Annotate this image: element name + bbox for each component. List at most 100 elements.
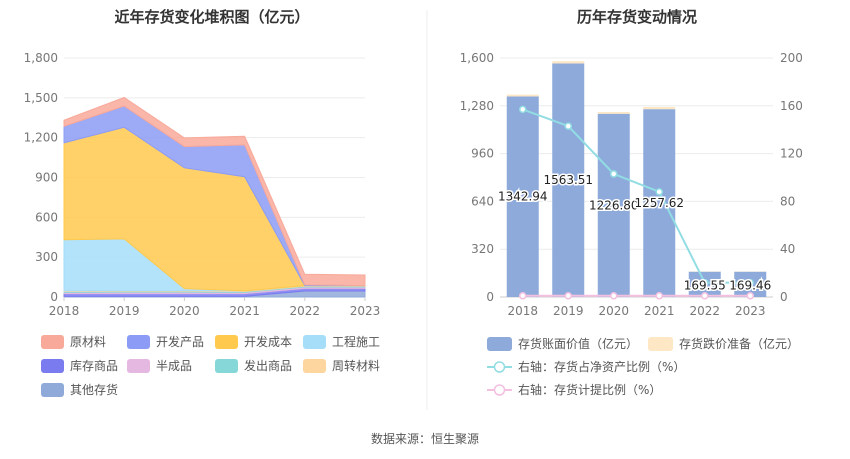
right-right-y-tick-label: 200 bbox=[780, 51, 803, 65]
legend-label: 存货跌价准备（亿元） bbox=[679, 336, 799, 351]
left-x-tick-label: 2021 bbox=[229, 304, 260, 318]
left-chart-title: 近年存货变化堆积图（亿元） bbox=[114, 8, 309, 26]
right-x-tick-label: 2021 bbox=[644, 304, 675, 318]
legend-label: 周转材料 bbox=[332, 358, 380, 373]
bar-data-label: 1563.51 bbox=[543, 173, 593, 187]
legend-label: 其他存货 bbox=[70, 382, 118, 397]
line-point bbox=[701, 292, 709, 300]
legend-label: 工程施工 bbox=[332, 334, 380, 349]
bar-book-value bbox=[506, 96, 539, 297]
line-series bbox=[522, 108, 751, 284]
line-point bbox=[746, 292, 754, 300]
left-x-tick-label: 2019 bbox=[109, 304, 140, 318]
line-point bbox=[564, 122, 572, 130]
left-x-tick-label: 2022 bbox=[290, 304, 321, 318]
left-y-tick-label: 600 bbox=[35, 210, 58, 224]
legend-label: 右轴：存货计提比例（%） bbox=[518, 382, 661, 397]
legend-marker bbox=[493, 384, 506, 396]
left-y-axis: 0 300 600 900 1,200 1,500 1,800 bbox=[24, 51, 58, 304]
left-x-axis: 2018 2019 2020 2021 2022 2023 bbox=[49, 297, 381, 318]
right-chart-title: 历年存货变动情况 bbox=[577, 8, 697, 26]
right-left-y-axis: 0 320 640 960 1,280 1,600 bbox=[460, 51, 494, 304]
left-x-tick-label: 2020 bbox=[169, 304, 200, 318]
right-right-y-tick-label: 120 bbox=[780, 147, 803, 161]
legend-label: 右轴：存货占净资产比例（%） bbox=[518, 359, 685, 374]
left-x-tick-label: 2023 bbox=[350, 304, 381, 318]
legend-swatch bbox=[648, 337, 673, 351]
left-y-tick-label: 300 bbox=[35, 250, 58, 264]
right-right-y-axis: 0 40 80 120 160 200 bbox=[780, 51, 803, 304]
legend-swatch bbox=[215, 359, 238, 373]
right-left-y-tick-label: 320 bbox=[471, 242, 494, 256]
line-point bbox=[655, 292, 663, 300]
right-bar-series bbox=[506, 61, 767, 298]
bar-book-value bbox=[552, 63, 585, 297]
bar-provision bbox=[552, 61, 585, 64]
right-right-y-tick-label: 40 bbox=[780, 242, 795, 256]
bar-book-value bbox=[597, 113, 630, 297]
right-gridlines bbox=[500, 57, 773, 298]
right-line-series bbox=[519, 105, 754, 300]
left-y-tick-label: 1,800 bbox=[24, 51, 58, 65]
left-y-tick-label: 900 bbox=[35, 171, 58, 185]
data-source-note: 数据来源：恒生聚源 bbox=[371, 431, 479, 446]
line-point bbox=[655, 188, 663, 196]
legend-label: 开发成本 bbox=[244, 334, 292, 349]
line-point bbox=[519, 105, 527, 114]
legend-swatch bbox=[487, 337, 512, 351]
area-series bbox=[63, 96, 366, 287]
line-point bbox=[519, 292, 527, 300]
right-left-y-tick-label: 0 bbox=[486, 290, 494, 304]
bar-data-label: 169.55 bbox=[684, 279, 726, 293]
right-x-tick-label: 2020 bbox=[598, 304, 629, 318]
right-left-y-tick-label: 1,600 bbox=[460, 51, 494, 65]
legend-label: 存货账面价值（亿元） bbox=[518, 336, 638, 351]
legend-swatch bbox=[127, 359, 150, 373]
line-point bbox=[564, 292, 572, 300]
legend-swatch bbox=[41, 335, 64, 349]
right-left-y-tick-label: 960 bbox=[471, 147, 494, 161]
bar-data-label: 169.46 bbox=[729, 279, 771, 293]
bar-provision bbox=[506, 94, 539, 97]
right-left-y-tick-label: 1,280 bbox=[460, 99, 494, 113]
right-legend: 存货账面价值（亿元） 存货跌价准备（亿元） 右轴：存货占净资产比例（%） 右轴：存货计… bbox=[487, 336, 799, 397]
bar-book-value bbox=[643, 109, 676, 298]
right-x-tick-label: 2023 bbox=[735, 304, 766, 318]
right-x-tick-label: 2018 bbox=[507, 304, 538, 318]
left-y-tick-label: 1,200 bbox=[24, 131, 58, 145]
legend-label: 发出商品 bbox=[244, 358, 292, 373]
right-right-y-tick-label: 0 bbox=[780, 290, 788, 304]
bar-provision bbox=[643, 106, 676, 110]
legend-swatch bbox=[303, 359, 326, 373]
right-right-y-tick-label: 80 bbox=[780, 194, 795, 208]
legend-swatch bbox=[41, 359, 64, 373]
legend-label: 原材料 bbox=[70, 335, 106, 349]
left-y-tick-label: 1,500 bbox=[24, 91, 58, 105]
stacked-area-chart: 近年存货变化堆积图（亿元） 03006009001,2001,5001,800 … bbox=[24, 8, 381, 397]
bar-data-label: 1342.94 bbox=[498, 190, 548, 204]
bar-data-label: 1257.62 bbox=[634, 196, 684, 210]
legend-swatch bbox=[127, 335, 150, 349]
legend-swatch bbox=[41, 383, 64, 397]
left-area-series bbox=[63, 96, 366, 298]
left-x-tick-label: 2018 bbox=[49, 304, 80, 318]
line-point bbox=[746, 278, 754, 287]
line-point bbox=[701, 278, 709, 287]
legend-swatch bbox=[215, 335, 238, 349]
line-point bbox=[610, 170, 618, 178]
legend-label: 开发产品 bbox=[156, 334, 204, 349]
legend-label: 库存商品 bbox=[70, 358, 118, 373]
line-point bbox=[610, 292, 618, 300]
bar-provision bbox=[597, 111, 630, 114]
right-x-tick-label: 2022 bbox=[689, 304, 720, 318]
right-x-axis: 2018 2019 2020 2021 2022 2023 bbox=[507, 304, 765, 318]
left-y-tick-label: 0 bbox=[50, 290, 58, 304]
right-left-y-tick-label: 640 bbox=[471, 194, 494, 208]
legend-marker bbox=[493, 361, 506, 373]
bar-data-label: 1226.80 bbox=[589, 198, 639, 212]
legend-label: 半成品 bbox=[156, 359, 192, 373]
